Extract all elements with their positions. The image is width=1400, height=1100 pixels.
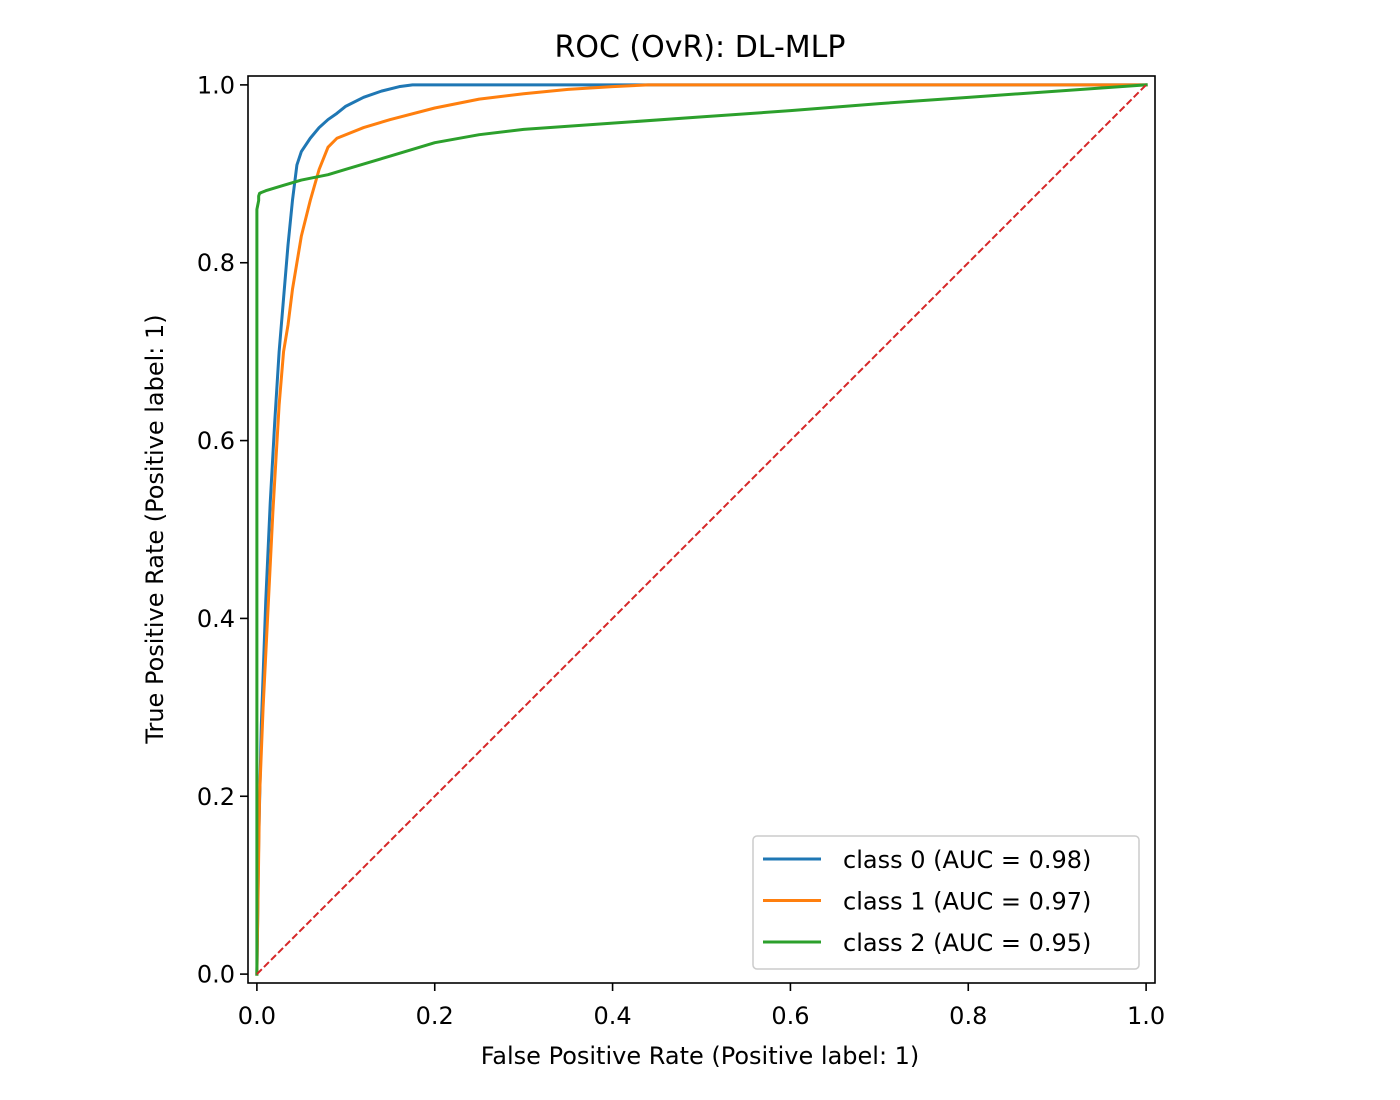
y-axis: 0.0 0.2 0.4 0.6 0.8 1.0 [197, 71, 248, 989]
roc-curve-class-1 [255, 83, 1148, 976]
plot-area [255, 83, 1148, 976]
roc-curve-class-0 [255, 83, 1148, 976]
legend-box [752, 835, 1140, 970]
x-tick-label: 0.2 [416, 1002, 454, 1030]
x-tick-label: 0.0 [238, 1002, 276, 1030]
y-tick-label: 1.0 [197, 71, 235, 99]
x-tick-label: 0.4 [593, 1002, 631, 1030]
y-axis-label: True Positive Rate (Positive label: 1) [141, 314, 169, 744]
x-axis: 0.0 0.2 0.4 0.6 0.8 1.0 [238, 983, 1165, 1030]
y-tick-label: 0.8 [197, 249, 235, 277]
y-tick-label: 0.4 [197, 605, 235, 633]
legend-label: class 1 (AUC = 0.97) [843, 888, 1091, 916]
x-tick-label: 1.0 [1127, 1002, 1165, 1030]
x-tick-label: 0.8 [949, 1002, 987, 1030]
x-axis-label: False Positive Rate (Positive label: 1) [481, 1042, 920, 1070]
y-tick-label: 0.6 [197, 427, 235, 455]
legend-label: class 0 (AUC = 0.98) [843, 846, 1091, 874]
y-tick-label: 0.0 [197, 961, 235, 989]
y-tick-label: 0.2 [197, 783, 235, 811]
roc-curve-class-2 [255, 83, 1148, 976]
x-tick-label: 0.6 [771, 1002, 809, 1030]
chart-title: ROC (OvR): DL-MLP [554, 30, 845, 65]
legend-label: class 2 (AUC = 0.95) [843, 929, 1091, 957]
plot-frame [247, 75, 1156, 984]
legend: class 0 (AUC = 0.98) class 1 (AUC = 0.97)… [752, 835, 1140, 970]
